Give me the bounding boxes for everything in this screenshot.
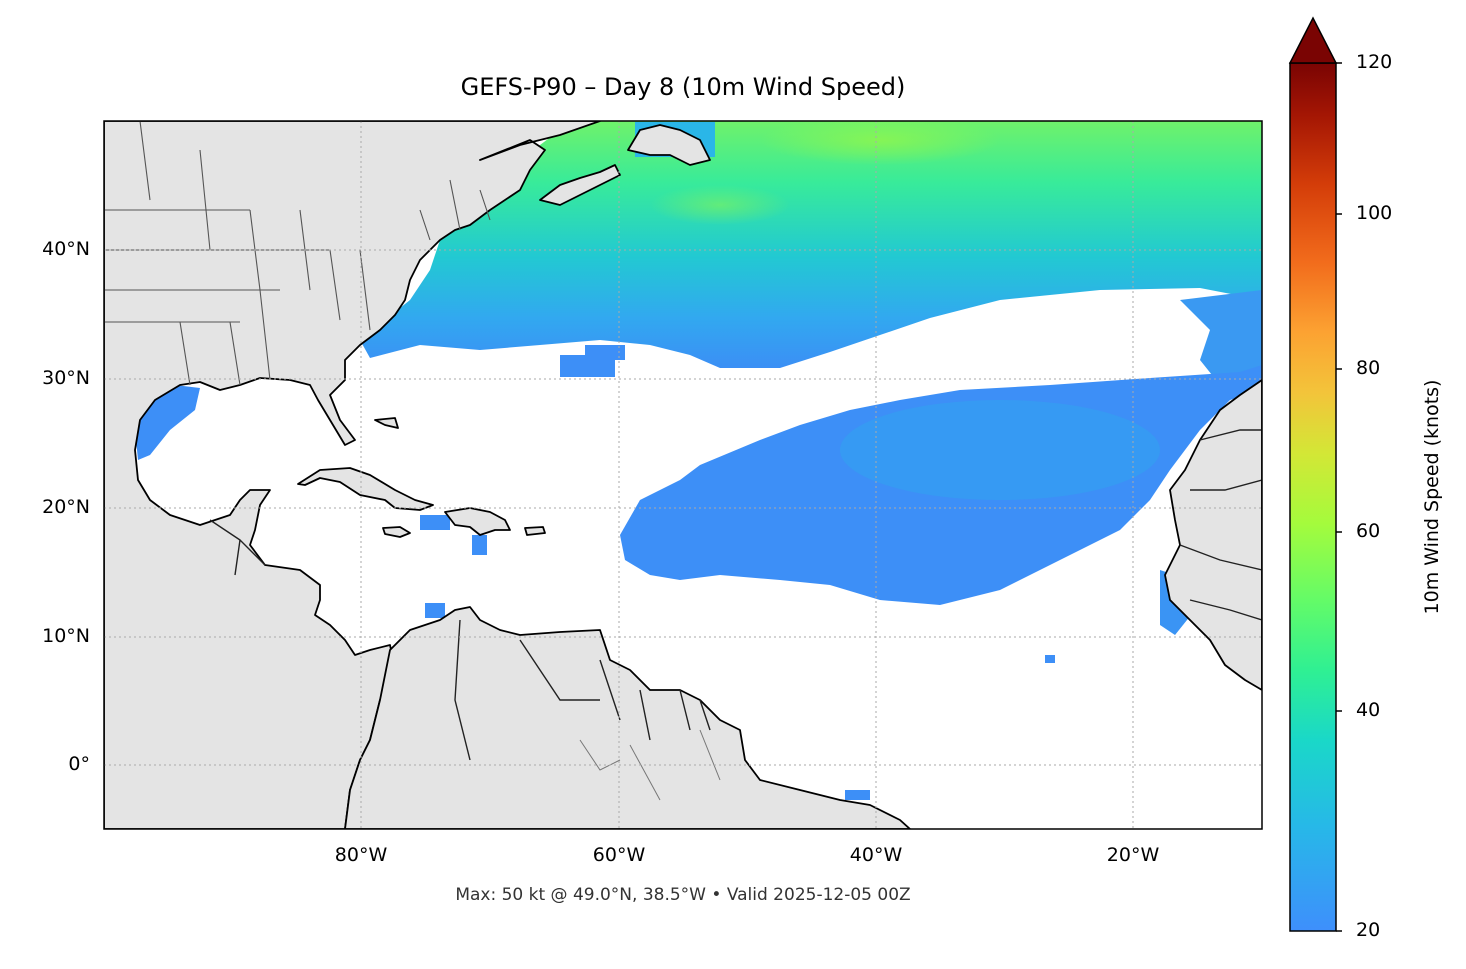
north-america	[104, 121, 601, 829]
colorbar-tick-label: 60	[1356, 520, 1381, 542]
colorbar-tick-label: 40	[1356, 699, 1381, 721]
colorbar-extend-arrow	[1288, 16, 1338, 64]
newfoundland	[627, 124, 711, 166]
colorbar-tick-label: 20	[1356, 919, 1381, 941]
hispaniola	[444, 507, 511, 536]
colorbar-tick-label: 120	[1356, 51, 1393, 73]
axes-frame	[103, 120, 1263, 830]
puerto-rico	[524, 526, 546, 536]
nova-scotia	[539, 164, 621, 206]
jamaica	[382, 526, 411, 538]
chart-title: GEFS-P90 – Day 8 (10m Wind Speed)	[460, 73, 906, 101]
y-tick-label: 40°N	[42, 238, 90, 260]
south-america	[344, 606, 911, 829]
y-tick-label: 20°N	[42, 496, 90, 518]
y-tick-label: 30°N	[42, 367, 90, 389]
bahamas	[374, 417, 399, 429]
colorbar	[1288, 16, 1342, 932]
footer-caption: Max: 50 kt @ 49.0°N, 38.5°W • Valid 2025…	[455, 885, 911, 905]
gridlines	[104, 121, 1262, 829]
x-tick-label: 60°W	[592, 844, 646, 866]
colorbar-tick-label: 80	[1356, 357, 1381, 379]
colorbar-label: 10m Wind Speed (knots)	[1421, 379, 1443, 615]
y-tick-label: 0°	[68, 753, 90, 775]
country-borders	[209, 429, 1262, 761]
x-tick-label: 80°W	[334, 844, 388, 866]
y-tick-label: 10°N	[42, 625, 90, 647]
x-tick-label: 20°W	[1106, 844, 1160, 866]
cuba	[297, 467, 434, 511]
x-tick-label: 40°W	[849, 844, 903, 866]
colorbar-tick-label: 100	[1356, 202, 1393, 224]
gray-borders	[579, 729, 721, 801]
